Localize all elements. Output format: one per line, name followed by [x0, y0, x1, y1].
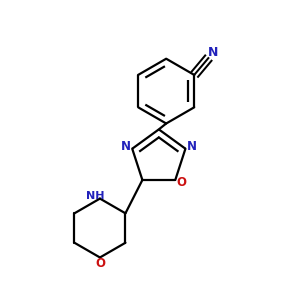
Text: NH: NH [86, 191, 105, 201]
Text: N: N [187, 140, 197, 153]
Text: N: N [121, 140, 131, 153]
Text: O: O [95, 257, 105, 271]
Text: N: N [208, 46, 218, 59]
Text: O: O [176, 176, 186, 189]
